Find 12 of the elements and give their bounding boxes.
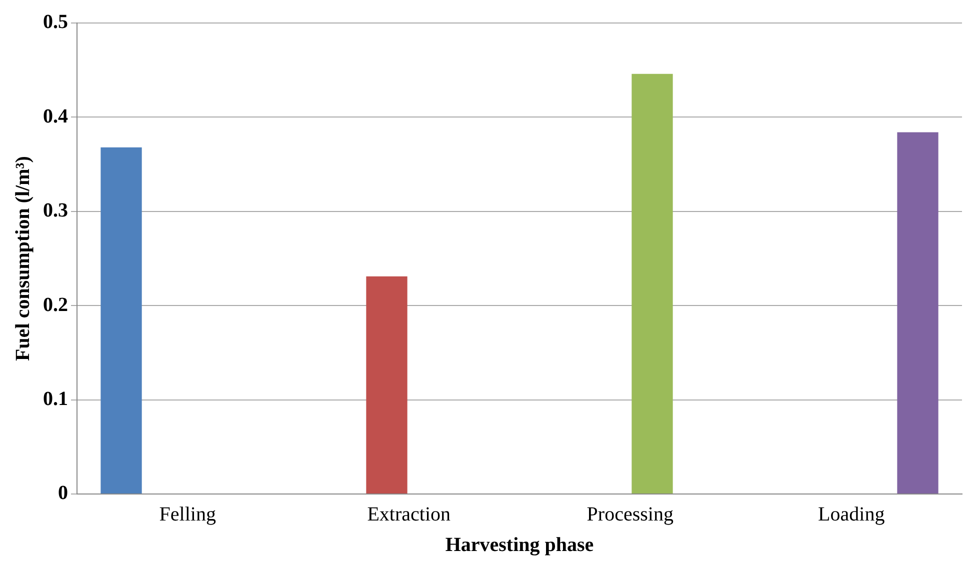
x-axis-title: Harvesting phase — [445, 534, 594, 556]
y-tick-label: 0.1 — [43, 388, 68, 410]
x-tick-label: Loading — [818, 503, 885, 526]
x-tick-label: Processing — [586, 503, 674, 526]
y-tick-label: 0.4 — [43, 105, 68, 128]
y-tick-label: 0.3 — [43, 200, 68, 222]
y-tick-label: 0.2 — [43, 294, 68, 316]
x-tick-label: Felling — [159, 503, 216, 526]
y-tick-label: 0.5 — [43, 11, 68, 34]
y-axis-title: Fuel consumption (l/m³) — [12, 156, 34, 361]
y-tick-label: 0 — [58, 482, 68, 504]
x-tick-label: Extraction — [367, 503, 451, 526]
